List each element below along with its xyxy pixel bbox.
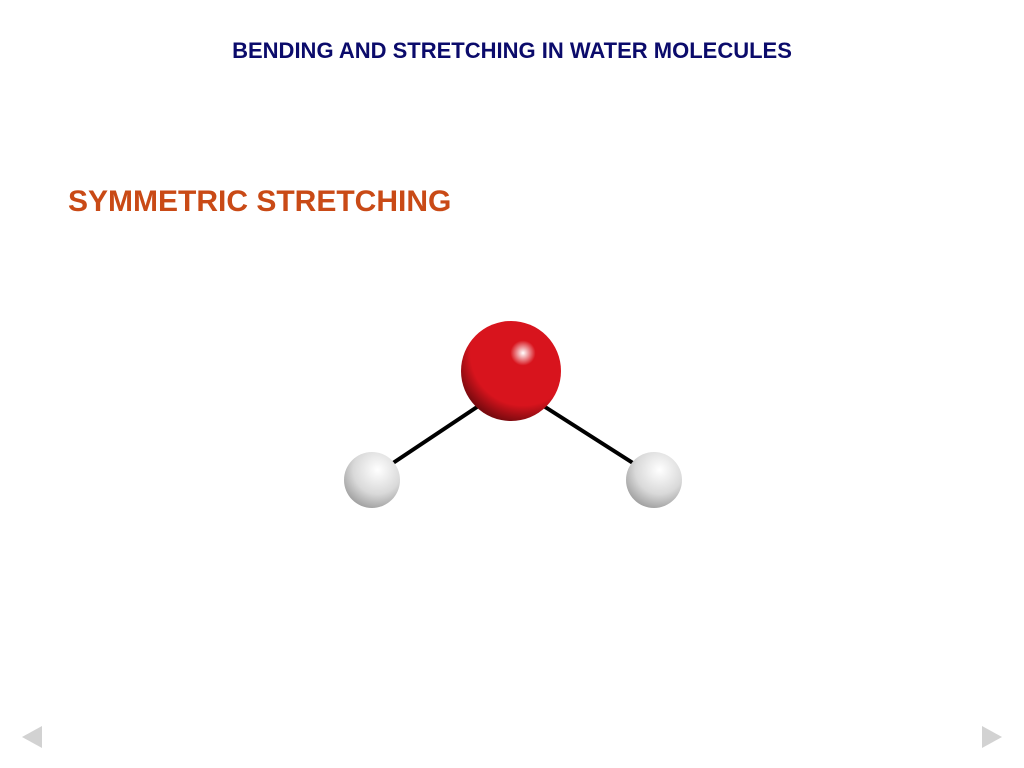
bond-right [542,405,636,465]
hydrogen-atom [626,452,682,508]
next-button[interactable] [978,724,1004,750]
prev-button[interactable] [20,724,46,750]
bond-left [390,405,480,465]
oxygen-atom [461,321,561,421]
chevron-left-icon [22,726,42,748]
molecule-diagram [0,0,1024,768]
chevron-right-icon [982,726,1002,748]
hydrogen-atom [344,452,400,508]
